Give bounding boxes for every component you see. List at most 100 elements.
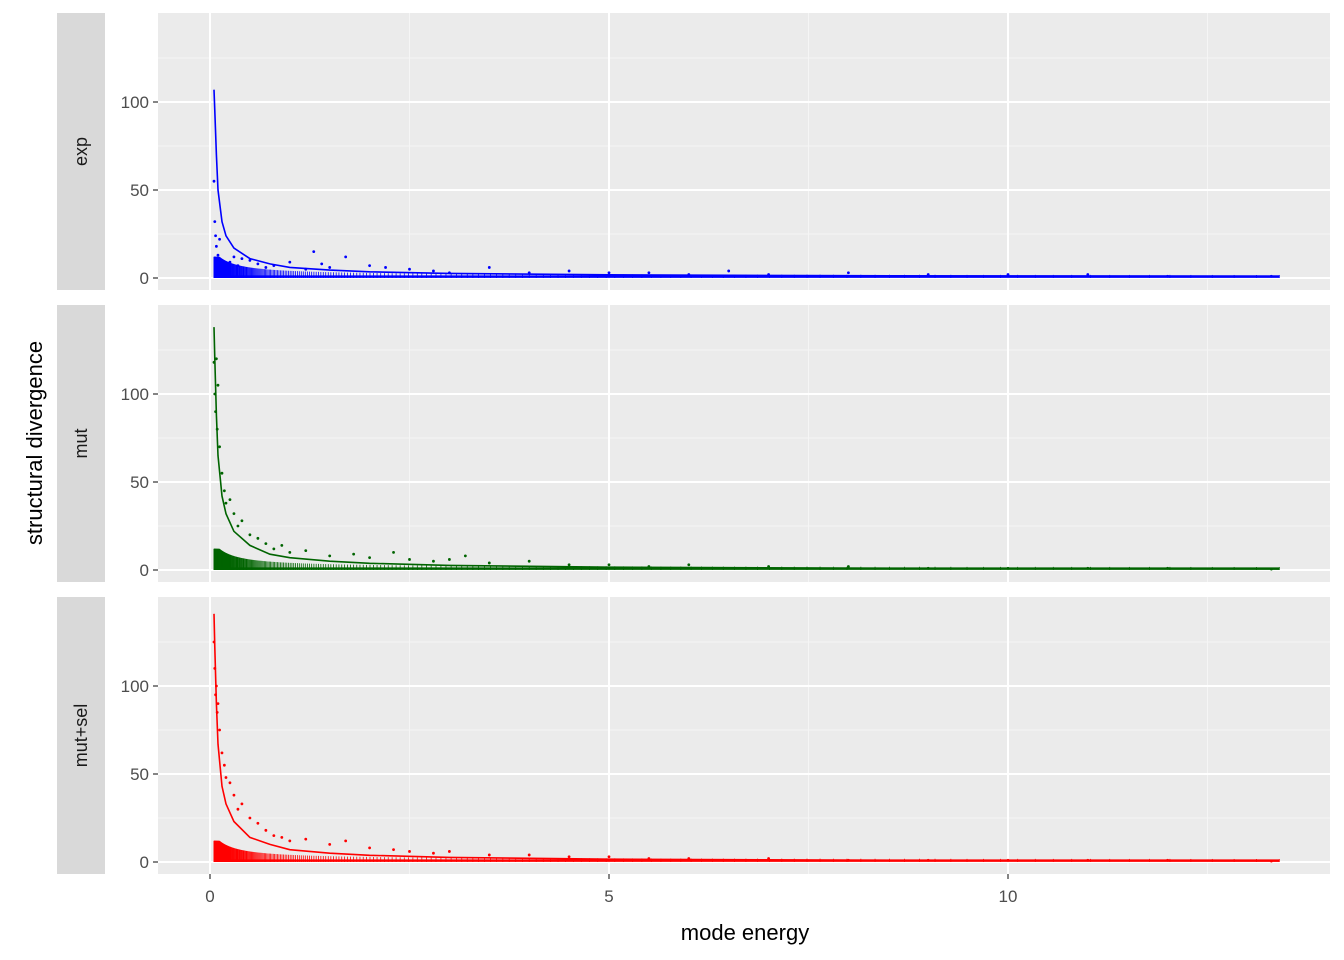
data-point xyxy=(218,237,221,241)
data-point xyxy=(224,776,228,779)
data-point xyxy=(220,751,224,755)
data-point xyxy=(264,542,268,545)
data-point xyxy=(212,179,216,183)
panel-background xyxy=(158,597,1330,874)
data-point xyxy=(222,763,226,767)
fit-curve xyxy=(213,613,1280,862)
data-point xyxy=(216,702,220,705)
y-tick-label: 100 xyxy=(121,677,149,696)
data-point xyxy=(236,524,240,528)
fit-curve xyxy=(213,89,1280,277)
panels-layer: 0 50 100 exp 0 50 100 mut 0 50 100 mut+sel xyxy=(57,13,1330,874)
facet-strip xyxy=(57,597,105,874)
data-point xyxy=(463,554,467,558)
data-point xyxy=(288,551,292,554)
data-point xyxy=(408,558,411,561)
scatter-points xyxy=(212,179,1273,278)
data-point xyxy=(272,834,276,837)
y-tick-label: 50 xyxy=(130,765,149,784)
data-point xyxy=(368,264,371,268)
data-point xyxy=(218,728,221,732)
data-point xyxy=(448,558,451,561)
x-axis-title: mode energy xyxy=(681,920,809,945)
data-point xyxy=(687,563,691,567)
data-point xyxy=(218,445,221,449)
data-point xyxy=(228,781,232,785)
data-point xyxy=(344,839,348,843)
data-point xyxy=(727,269,731,273)
data-point xyxy=(288,260,292,264)
data-point xyxy=(607,855,611,859)
data-point xyxy=(408,267,411,271)
data-point xyxy=(448,850,451,853)
y-tick-label: 0 xyxy=(140,561,149,580)
x-tick-label: 10 xyxy=(999,887,1018,906)
data-point xyxy=(220,471,224,475)
y-tick-label: 50 xyxy=(130,473,149,492)
data-point xyxy=(222,489,226,493)
data-point xyxy=(240,257,244,261)
data-point xyxy=(304,549,308,553)
y-tick-label: 0 xyxy=(140,853,149,872)
panel-mut: 0 50 100 mut xyxy=(57,305,1330,582)
y-tick-label: 0 xyxy=(140,269,149,288)
data-point xyxy=(847,565,850,568)
data-point xyxy=(224,501,228,505)
data-point xyxy=(320,262,324,266)
data-point xyxy=(216,383,220,387)
data-point xyxy=(567,855,571,859)
data-point xyxy=(392,551,395,554)
data-point xyxy=(216,253,220,257)
data-point xyxy=(432,851,435,855)
data-point xyxy=(352,552,356,556)
data-point xyxy=(487,561,491,565)
data-point xyxy=(280,543,284,547)
y-axis-title: structural divergence xyxy=(22,341,47,545)
x-axis: 0 5 10 xyxy=(205,874,1017,906)
data-point xyxy=(280,835,284,839)
data-point xyxy=(214,357,218,361)
data-point xyxy=(214,244,218,248)
data-point xyxy=(392,848,395,852)
data-point xyxy=(256,821,260,825)
y-tick-label: 100 xyxy=(121,93,149,112)
data-point xyxy=(368,556,371,560)
data-point xyxy=(232,512,236,516)
facet-label: mut xyxy=(71,428,91,458)
data-point xyxy=(228,260,232,264)
data-point xyxy=(408,850,411,853)
fit-curve xyxy=(213,327,1280,570)
data-point xyxy=(264,266,268,269)
data-point xyxy=(328,554,332,558)
data-point xyxy=(487,853,491,857)
x-tick-label: 0 xyxy=(205,887,214,906)
data-point xyxy=(240,802,244,806)
data-point xyxy=(328,843,332,846)
data-point xyxy=(312,250,316,254)
panel-exp: 0 50 100 exp xyxy=(57,13,1330,290)
panel-mut-sel: 0 50 100 mut+sel xyxy=(57,597,1330,874)
data-point xyxy=(236,807,240,811)
data-point xyxy=(248,259,252,262)
x-tick-label: 5 xyxy=(604,887,613,906)
y-tick-label: 100 xyxy=(121,385,149,404)
data-point xyxy=(224,262,228,266)
panel-background xyxy=(158,305,1330,582)
data-point xyxy=(527,853,531,857)
data-point xyxy=(228,498,232,501)
data-point xyxy=(288,839,292,843)
data-point xyxy=(264,828,268,832)
data-point xyxy=(232,255,236,259)
data-point xyxy=(232,793,236,797)
data-point xyxy=(487,266,491,269)
facet-strip xyxy=(57,13,105,290)
data-point xyxy=(607,563,611,567)
data-point xyxy=(567,563,571,567)
data-point xyxy=(647,271,651,275)
data-point xyxy=(328,266,332,269)
data-point xyxy=(272,547,276,551)
data-point xyxy=(256,262,260,266)
facet-label: exp xyxy=(71,137,91,166)
data-point xyxy=(432,559,435,563)
